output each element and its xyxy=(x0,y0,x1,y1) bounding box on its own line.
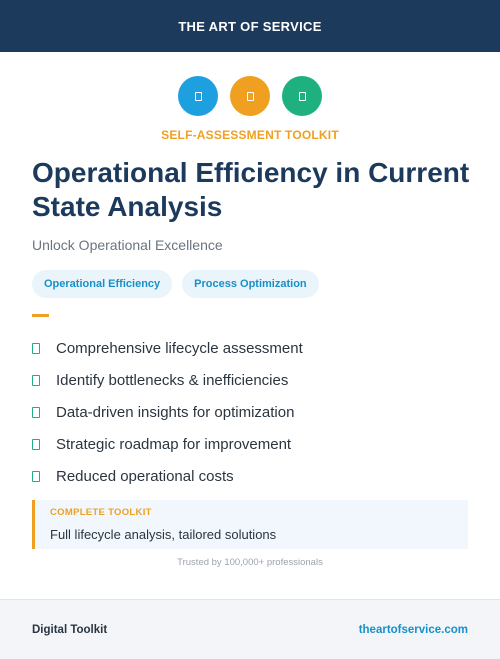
list-item: Data-driven insights for optimization xyxy=(32,396,472,428)
kicker-label: SELF-ASSESSMENT TOOLKIT xyxy=(161,128,339,142)
check-icon xyxy=(32,438,40,450)
list-item: Comprehensive lifecycle assessment xyxy=(32,332,472,364)
footer-label: Digital Toolkit xyxy=(32,623,108,636)
check-icon xyxy=(32,374,40,386)
tag-process-optimization: Process Optimization xyxy=(182,270,319,298)
list-item: Identify bottlenecks & inefficiencies xyxy=(32,364,472,396)
brand-name: THE ART OF SERVICE xyxy=(178,18,322,34)
website-link[interactable]: theartofservice.com xyxy=(358,623,468,636)
footer: Digital Toolkit theartofservice.com xyxy=(0,599,500,659)
document-icon xyxy=(178,76,218,116)
document-icon xyxy=(282,76,322,116)
page-title: Operational Efficiency in Current State … xyxy=(32,157,470,222)
trusted-note: Trusted by 100,000+ professionals xyxy=(177,557,323,568)
accent-divider xyxy=(32,314,49,317)
document-icon xyxy=(230,76,270,116)
subtitle: Unlock Operational Excellence xyxy=(32,237,223,253)
tag-operational-efficiency: Operational Efficiency xyxy=(32,270,173,298)
callout-label: COMPLETE TOOLKIT xyxy=(50,507,152,518)
toolkit-callout: COMPLETE TOOLKIT Full lifecycle analysis… xyxy=(32,500,468,549)
tag-list: Operational Efficiency Process Optimizat… xyxy=(32,270,319,298)
list-item: Strategic roadmap for improvement xyxy=(32,428,472,460)
feature-list: Comprehensive lifecycle assessment Ident… xyxy=(32,332,472,492)
check-icon xyxy=(32,470,40,482)
icon-row xyxy=(0,76,500,116)
check-icon xyxy=(32,406,40,418)
check-icon xyxy=(32,342,40,354)
header-bar: THE ART OF SERVICE xyxy=(0,0,500,52)
callout-text: Full lifecycle analysis, tailored soluti… xyxy=(50,527,277,542)
list-item: Reduced operational costs xyxy=(32,460,472,492)
